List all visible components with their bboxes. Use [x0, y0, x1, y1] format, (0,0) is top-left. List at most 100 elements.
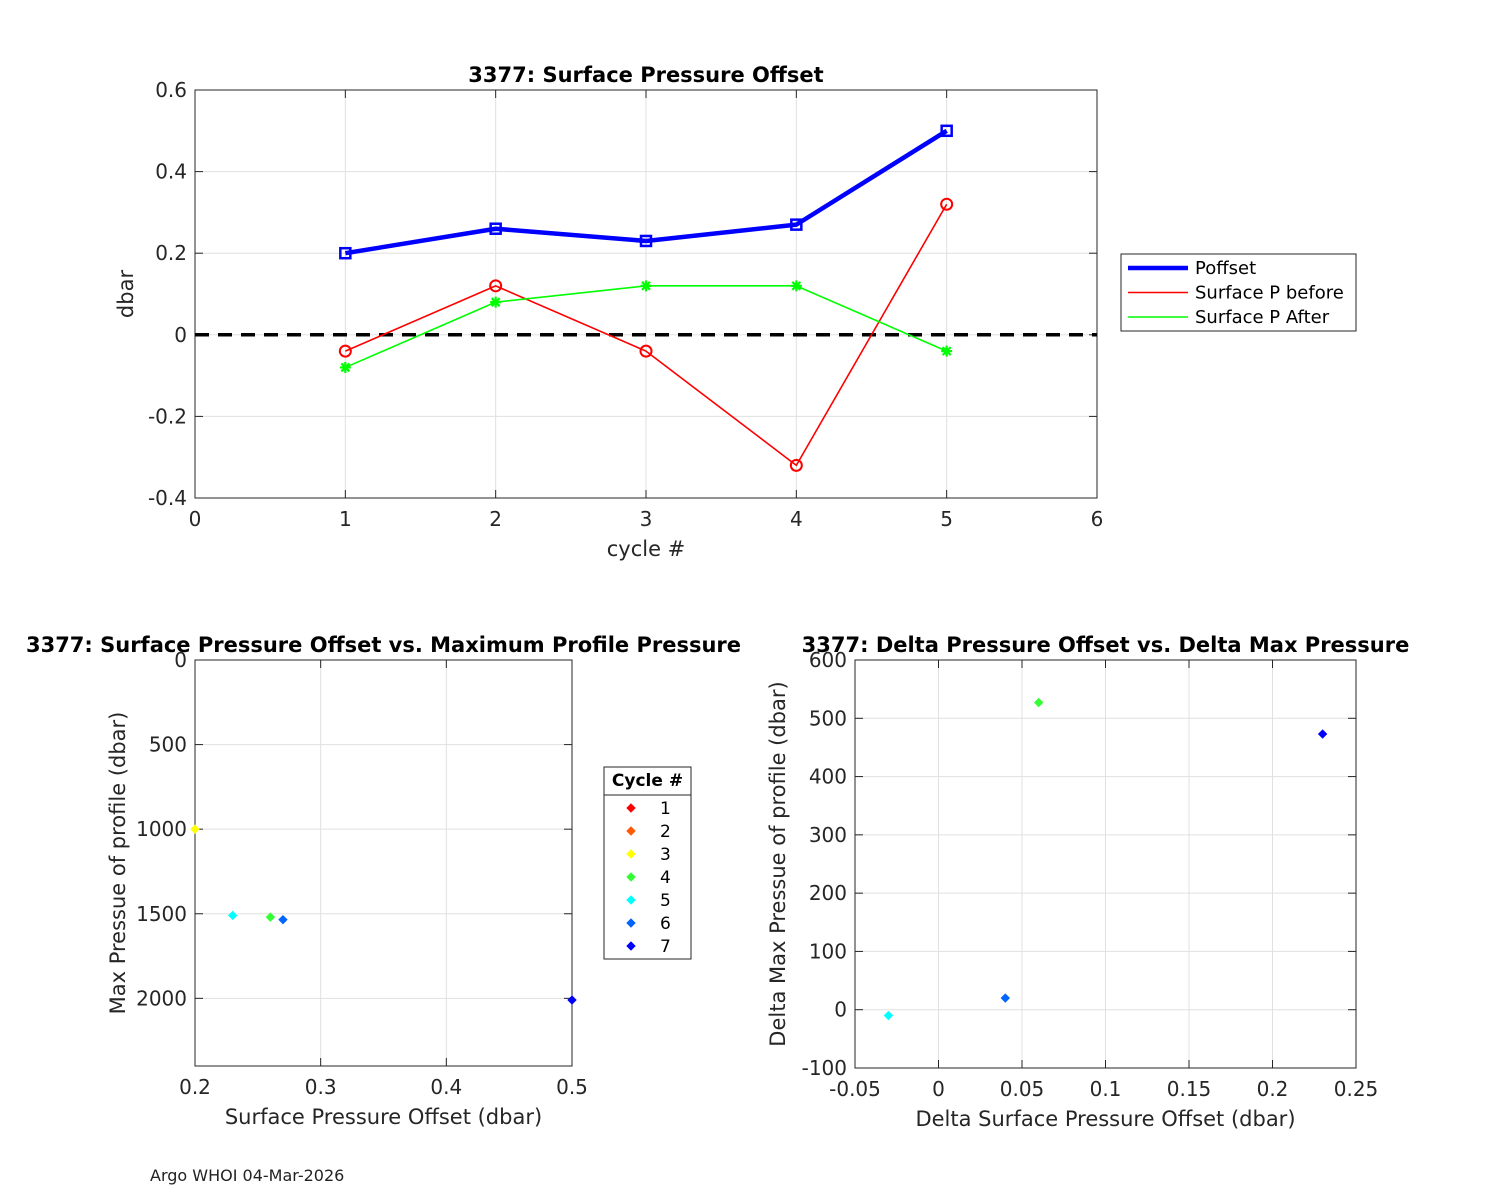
x-tick-label: 3 — [640, 507, 653, 531]
x-tick-label: 0 — [932, 1077, 945, 1101]
asterisk-marker — [339, 361, 351, 373]
y-tick-label: 100 — [809, 939, 847, 963]
x-tick-label: 0.5 — [556, 1075, 588, 1099]
y-axis-label: Delta Max Pressue of profile (dbar) — [766, 681, 790, 1046]
x-tick-label: 0.2 — [179, 1075, 211, 1099]
y-tick-label: 0.4 — [155, 160, 187, 184]
asterisk-marker — [490, 296, 502, 308]
x-axis-label: Surface Pressure Offset (dbar) — [225, 1105, 542, 1129]
legend-label: 6 — [660, 914, 671, 934]
y-tick-label: 600 — [809, 648, 847, 672]
y-tick-label: 0 — [174, 648, 187, 672]
x-tick-label: 2 — [489, 507, 502, 531]
x-tick-label: 0.05 — [1000, 1077, 1045, 1101]
diamond-marker — [626, 849, 636, 859]
diamond-marker — [626, 918, 636, 928]
diamond-marker — [190, 824, 200, 834]
y-tick-label: 0 — [174, 323, 187, 347]
square-marker — [639, 234, 653, 248]
y-tick-label: -100 — [802, 1056, 847, 1080]
y-tick-label: 500 — [809, 706, 847, 730]
diamond-marker — [1317, 729, 1328, 739]
asterisk-marker — [790, 280, 802, 292]
footer-timestamp: Argo WHOI 04-Mar-2026 — [150, 1166, 345, 1185]
diamond-marker — [626, 941, 636, 951]
x-tick-label: 0.4 — [430, 1075, 462, 1099]
diamond-marker — [626, 895, 636, 905]
chart-offset-vs-max-pressure: 0.2 0.3 0.4 0.5 0 500 1000 1500 2000 3377: Surfac… — [26, 633, 741, 1129]
diamond-marker — [227, 910, 238, 921]
x-tick-label: 5 — [940, 507, 953, 531]
square-marker — [339, 246, 352, 260]
x-tick-label: 0.15 — [1167, 1077, 1212, 1101]
chart-title: 3377: Delta Pressure Offset vs. Delta Ma… — [802, 633, 1410, 657]
legend: Poffset Surface P before Surface P After — [1120, 253, 1357, 332]
legend-label: Surface P After — [1195, 307, 1330, 328]
legend-label: Surface P before — [1195, 283, 1344, 304]
diamond-marker — [265, 912, 276, 922]
y-tick-label: 500 — [149, 733, 187, 757]
circle-marker — [489, 279, 503, 293]
diamond-marker — [883, 1010, 894, 1021]
x-tick-label: 0 — [189, 507, 202, 531]
y-tick-label: 2000 — [136, 986, 187, 1010]
x-tick-label: 0.1 — [1090, 1077, 1122, 1101]
x-tick-label: 4 — [790, 507, 803, 531]
asterisk-marker — [941, 345, 953, 357]
diamond-marker — [278, 914, 288, 925]
diamond-marker — [626, 872, 636, 882]
y-tick-label: 0.2 — [155, 241, 187, 265]
x-tick-label: 0.25 — [1334, 1077, 1379, 1101]
chart-surface-pressure-offset: 0 1 2 3 4 5 6 -0.4 -0.2 0 0.2 0.4 0.6 3377: Surface P… — [114, 63, 1357, 561]
x-tick-label: -0.05 — [829, 1077, 881, 1101]
y-axis-label: dbar — [114, 270, 138, 319]
y-tick-label: 0.6 — [155, 78, 187, 102]
y-tick-label: 400 — [809, 765, 847, 789]
circle-marker — [789, 458, 803, 472]
y-tick-label: 0 — [834, 998, 847, 1022]
legend-label: 4 — [660, 868, 671, 888]
legend-label: 5 — [660, 891, 671, 911]
diamond-marker — [567, 995, 577, 1005]
legend-box — [603, 766, 692, 960]
series-line-surface-p-before — [345, 203, 948, 467]
diamond-marker — [626, 803, 636, 813]
x-tick-label: 0.2 — [1257, 1077, 1289, 1101]
y-tick-label: -0.2 — [148, 404, 187, 428]
square-marker — [790, 218, 803, 231]
x-axis-label: cycle # — [607, 537, 686, 561]
x-tick-label: 1 — [339, 507, 352, 531]
y-axis-label: Max Pressue of profile (dbar) — [106, 712, 130, 1015]
legend-label: 7 — [660, 937, 671, 957]
square-marker — [940, 124, 953, 138]
legend-title: Cycle # — [612, 771, 683, 791]
asterisk-marker — [640, 280, 652, 292]
series-line-poffset — [344, 128, 948, 256]
legend-label: 3 — [660, 845, 671, 865]
axes-frame — [194, 659, 573, 1067]
square-marker — [489, 222, 502, 235]
y-tick-label: 1000 — [136, 817, 187, 841]
legend-label: 2 — [660, 822, 671, 842]
chart-delta-offset-vs-delta-max: -0.05 0 0.05 0.1 0.15 0.2 0.25 -100 0 100 200 300 40… — [766, 633, 1409, 1131]
x-axis-label: Delta Surface Pressure Offset (dbar) — [915, 1107, 1295, 1131]
plot-area — [195, 660, 572, 1066]
x-tick-label: 0.3 — [305, 1075, 337, 1099]
chart-title: 3377: Surface Pressure Offset — [468, 63, 823, 87]
circle-marker — [940, 197, 954, 211]
circle-marker — [639, 344, 653, 358]
diamond-marker — [626, 826, 636, 836]
legend-label: Poffset — [1195, 258, 1256, 279]
circle-marker — [338, 344, 352, 358]
y-tick-label: -0.4 — [148, 486, 187, 510]
diamond-marker — [1033, 697, 1044, 708]
y-tick-label: 200 — [809, 881, 847, 905]
chart-title: 3377: Surface Pressure Offset vs. Maximu… — [26, 633, 741, 657]
y-tick-label: 1500 — [136, 902, 187, 926]
x-tick-label: 6 — [1091, 507, 1104, 531]
y-tick-label: 300 — [809, 823, 847, 847]
legend-label: 1 — [660, 799, 671, 819]
cycle-legend: Cycle # 1 2 3 4 5 6 7 — [603, 766, 692, 960]
diamond-marker — [1000, 993, 1011, 1003]
